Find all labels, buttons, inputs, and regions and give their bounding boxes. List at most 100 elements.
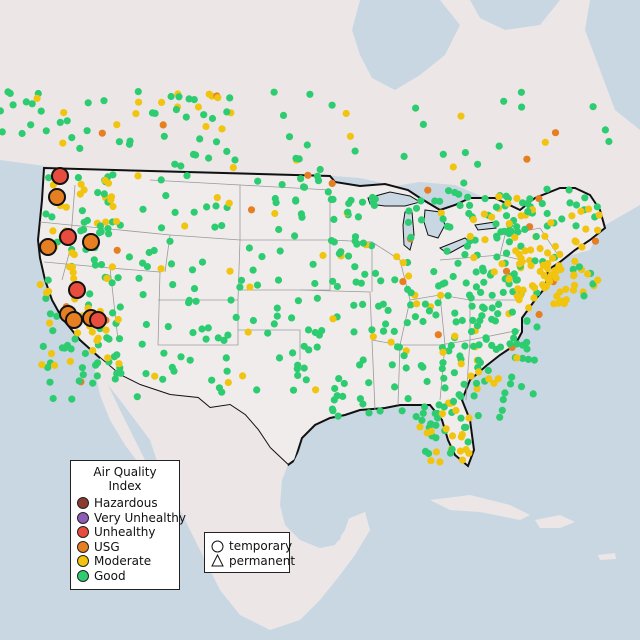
moderate-marker[interactable] [134, 172, 142, 180]
good-marker[interactable] [352, 278, 360, 286]
good-marker[interactable] [185, 95, 193, 103]
good-marker[interactable] [502, 212, 511, 220]
moderate-marker[interactable] [239, 372, 247, 380]
good-marker[interactable] [80, 218, 88, 226]
good-marker[interactable] [224, 331, 232, 339]
good-marker[interactable] [0, 128, 6, 136]
good-marker[interactable] [407, 233, 415, 241]
moderate-marker[interactable] [114, 315, 122, 324]
good-marker[interactable] [9, 101, 17, 109]
moderate-marker[interactable] [439, 348, 447, 356]
good-marker[interactable] [74, 174, 82, 182]
good-marker[interactable] [425, 307, 433, 315]
good-marker[interactable] [223, 108, 231, 116]
good-marker[interactable] [276, 247, 284, 255]
good-marker[interactable] [167, 92, 175, 101]
moderate-marker[interactable] [513, 354, 521, 362]
good-marker[interactable] [438, 365, 446, 373]
good-marker[interactable] [351, 147, 359, 155]
moderate-marker[interactable] [102, 326, 110, 334]
good-marker[interactable] [461, 149, 469, 157]
good-marker[interactable] [513, 340, 521, 348]
good-marker[interactable] [377, 277, 385, 285]
unhealthy-large-marker[interactable] [59, 228, 77, 246]
usg-large-marker[interactable] [39, 238, 57, 256]
good-marker[interactable] [523, 317, 531, 325]
good-marker[interactable] [160, 132, 168, 140]
moderate-marker[interactable] [578, 243, 586, 251]
good-marker[interactable] [404, 395, 412, 403]
good-marker[interactable] [529, 390, 537, 398]
good-marker[interactable] [462, 279, 470, 287]
good-marker[interactable] [44, 276, 52, 284]
good-marker[interactable] [493, 234, 501, 242]
good-marker[interactable] [510, 334, 518, 342]
good-marker[interactable] [388, 361, 396, 369]
good-marker[interactable] [435, 401, 443, 409]
good-marker[interactable] [274, 276, 283, 284]
moderate-marker[interactable] [135, 98, 143, 106]
good-marker[interactable] [430, 268, 438, 276]
good-marker[interactable] [289, 349, 297, 357]
moderate-marker[interactable] [481, 236, 489, 244]
good-marker[interactable] [84, 99, 92, 107]
moderate-marker[interactable] [465, 414, 473, 422]
good-marker[interactable] [467, 328, 476, 336]
good-marker[interactable] [402, 364, 410, 372]
moderate-marker[interactable] [405, 272, 413, 280]
good-marker[interactable] [46, 378, 54, 386]
good-marker[interactable] [162, 192, 170, 200]
good-marker[interactable] [198, 258, 207, 266]
good-marker[interactable] [492, 220, 500, 228]
good-marker[interactable] [491, 317, 499, 325]
moderate-marker[interactable] [585, 205, 593, 213]
good-marker[interactable] [384, 306, 392, 314]
moderate-marker[interactable] [112, 217, 121, 226]
moderate-marker[interactable] [542, 282, 550, 290]
moderate-marker[interactable] [577, 207, 585, 215]
good-marker[interactable] [148, 109, 157, 117]
good-marker[interactable] [167, 260, 176, 268]
good-marker[interactable] [44, 363, 52, 372]
moderate-marker[interactable] [115, 360, 123, 368]
usg-large-marker[interactable] [82, 233, 100, 251]
moderate-marker[interactable] [547, 219, 555, 227]
good-marker[interactable] [439, 280, 447, 288]
good-marker[interactable] [523, 338, 531, 346]
good-marker[interactable] [469, 316, 477, 324]
good-marker[interactable] [125, 140, 134, 148]
good-marker[interactable] [371, 269, 380, 277]
good-marker[interactable] [138, 340, 146, 348]
good-marker[interactable] [94, 359, 102, 367]
good-marker[interactable] [56, 118, 64, 126]
good-marker[interactable] [407, 289, 415, 297]
good-marker[interactable] [467, 294, 475, 302]
good-marker[interactable] [318, 327, 326, 335]
moderate-marker[interactable] [319, 251, 327, 260]
moderate-marker[interactable] [59, 139, 67, 147]
good-marker[interactable] [294, 297, 302, 305]
usg-marker[interactable] [399, 278, 407, 286]
good-marker[interactable] [569, 265, 577, 273]
good-marker[interactable] [223, 147, 231, 155]
good-marker[interactable] [329, 407, 337, 415]
good-marker[interactable] [329, 195, 337, 203]
good-marker[interactable] [379, 300, 387, 308]
moderate-marker[interactable] [480, 210, 488, 218]
moderate-marker[interactable] [458, 430, 466, 439]
good-marker[interactable] [0, 107, 4, 115]
good-marker[interactable] [166, 237, 174, 245]
good-marker[interactable] [4, 88, 12, 96]
moderate-marker[interactable] [50, 361, 59, 369]
usg-marker[interactable] [551, 129, 560, 137]
moderate-marker[interactable] [469, 216, 478, 224]
good-marker[interactable] [222, 354, 230, 362]
moderate-marker[interactable] [467, 372, 475, 380]
good-marker[interactable] [300, 364, 308, 372]
moderate-marker[interactable] [511, 233, 519, 242]
good-marker[interactable] [456, 201, 464, 210]
good-marker[interactable] [499, 396, 507, 404]
good-marker[interactable] [447, 341, 455, 350]
good-marker[interactable] [340, 379, 348, 388]
moderate-marker[interactable] [519, 286, 527, 294]
